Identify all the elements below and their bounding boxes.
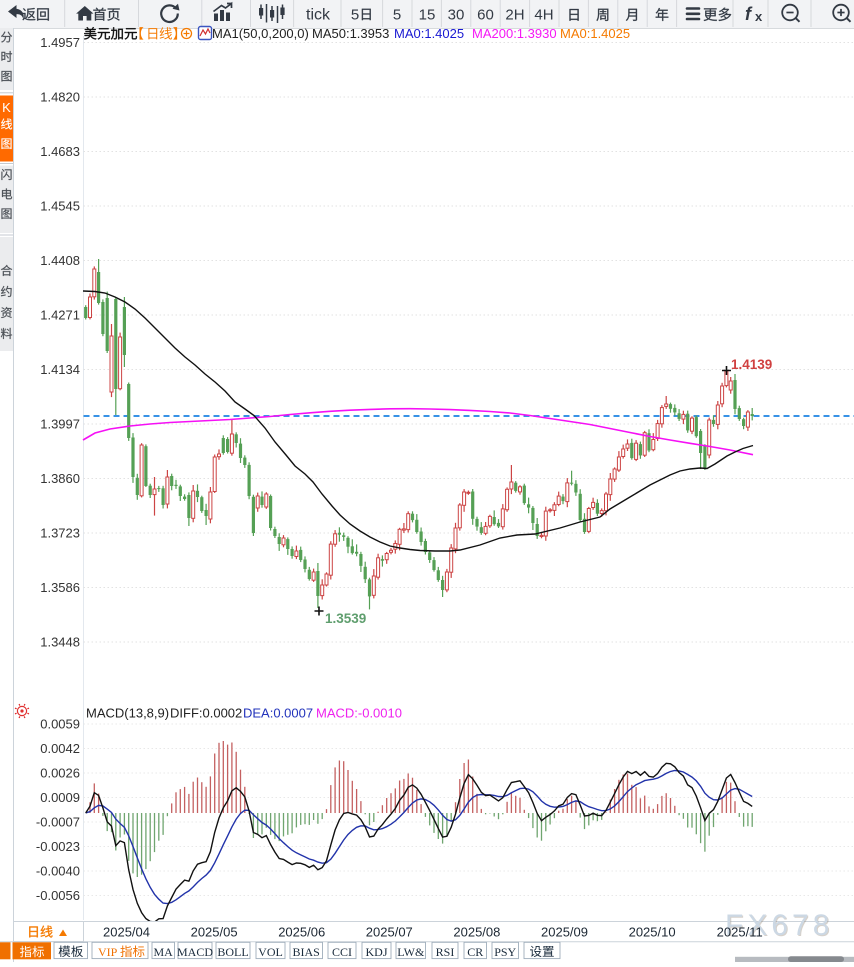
svg-text:2025/11: 2025/11 <box>717 925 763 940</box>
svg-text:KDJ: KDJ <box>365 945 387 959</box>
svg-text:-0.0023: -0.0023 <box>36 839 80 854</box>
svg-text:0.0042: 0.0042 <box>40 741 80 756</box>
svg-text:2H: 2H <box>505 7 524 24</box>
svg-text:VOL: VOL <box>258 945 283 959</box>
svg-text:0.0026: 0.0026 <box>40 766 80 781</box>
svg-text:PSY: PSY <box>494 945 516 959</box>
svg-text:1.3539: 1.3539 <box>325 611 366 626</box>
svg-text:0.0009: 0.0009 <box>40 790 80 805</box>
svg-text:-0.0007: -0.0007 <box>36 815 80 830</box>
svg-text:1.3997: 1.3997 <box>40 417 80 432</box>
svg-text:2025/05: 2025/05 <box>191 925 238 940</box>
svg-text:0.0059: 0.0059 <box>40 717 80 732</box>
svg-text:MACD: MACD <box>177 945 213 959</box>
svg-text:15: 15 <box>419 7 436 24</box>
svg-text:-0.0056: -0.0056 <box>36 888 80 903</box>
svg-text:30: 30 <box>448 7 465 24</box>
svg-text:2025/04: 2025/04 <box>103 925 150 940</box>
svg-text:BIAS: BIAS <box>293 945 320 959</box>
svg-text:2025/06: 2025/06 <box>278 925 325 940</box>
svg-text:2025/08: 2025/08 <box>453 925 500 940</box>
svg-text:MACD:-0.0010: MACD:-0.0010 <box>316 706 402 721</box>
svg-text:x: x <box>755 9 763 24</box>
svg-text:1.3448: 1.3448 <box>40 635 80 650</box>
svg-text:MA1(50,0,200,0): MA1(50,0,200,0) <box>212 26 309 41</box>
svg-text:60: 60 <box>477 7 494 24</box>
svg-text:1.4957: 1.4957 <box>40 35 80 50</box>
svg-text:1.4820: 1.4820 <box>40 90 80 105</box>
svg-text:tick: tick <box>306 7 331 24</box>
svg-text:CCI: CCI <box>332 945 352 959</box>
svg-text:LW&: LW& <box>397 945 425 959</box>
svg-text:FX678: FX678 <box>725 909 833 942</box>
svg-text:BOLL: BOLL <box>217 945 248 959</box>
svg-text:MA: MA <box>154 945 174 959</box>
svg-text:5: 5 <box>393 7 401 24</box>
svg-text:1.4683: 1.4683 <box>40 144 80 159</box>
svg-text:RSI: RSI <box>436 945 455 959</box>
svg-text:1.4545: 1.4545 <box>40 199 80 214</box>
svg-text:MACD(13,8,9): MACD(13,8,9) <box>86 706 169 721</box>
svg-text:-0.0040: -0.0040 <box>36 864 80 879</box>
svg-text:DIFF:0.0002: DIFF:0.0002 <box>170 706 242 721</box>
svg-text:1.3860: 1.3860 <box>40 471 80 486</box>
svg-text:1.4408: 1.4408 <box>40 253 80 268</box>
svg-text:DEA:0.0007: DEA:0.0007 <box>243 706 313 721</box>
svg-text:1.4134: 1.4134 <box>40 362 80 377</box>
svg-text:MA50:1.3953: MA50:1.3953 <box>312 26 389 41</box>
svg-text:K: K <box>2 100 11 115</box>
svg-text:1.4271: 1.4271 <box>40 308 80 323</box>
svg-text:MA0:1.4025: MA0:1.4025 <box>560 26 630 41</box>
svg-text:2025/07: 2025/07 <box>366 925 413 940</box>
svg-text:4H: 4H <box>534 7 553 24</box>
svg-text:FX678: FX678 <box>726 910 834 943</box>
svg-text:MA200:1.3930: MA200:1.3930 <box>472 26 557 41</box>
svg-text:VIP: VIP <box>98 945 118 959</box>
svg-text:CR: CR <box>467 945 483 959</box>
svg-text:5: 5 <box>351 7 359 24</box>
svg-text:1.4139: 1.4139 <box>731 357 772 372</box>
svg-text:f: f <box>745 4 753 24</box>
svg-text:1.3723: 1.3723 <box>40 526 80 541</box>
svg-text:MA0:1.4025: MA0:1.4025 <box>394 26 464 41</box>
svg-text:1.3586: 1.3586 <box>40 580 80 595</box>
svg-text:2025/10: 2025/10 <box>629 925 676 940</box>
svg-text:2025/09: 2025/09 <box>541 925 588 940</box>
